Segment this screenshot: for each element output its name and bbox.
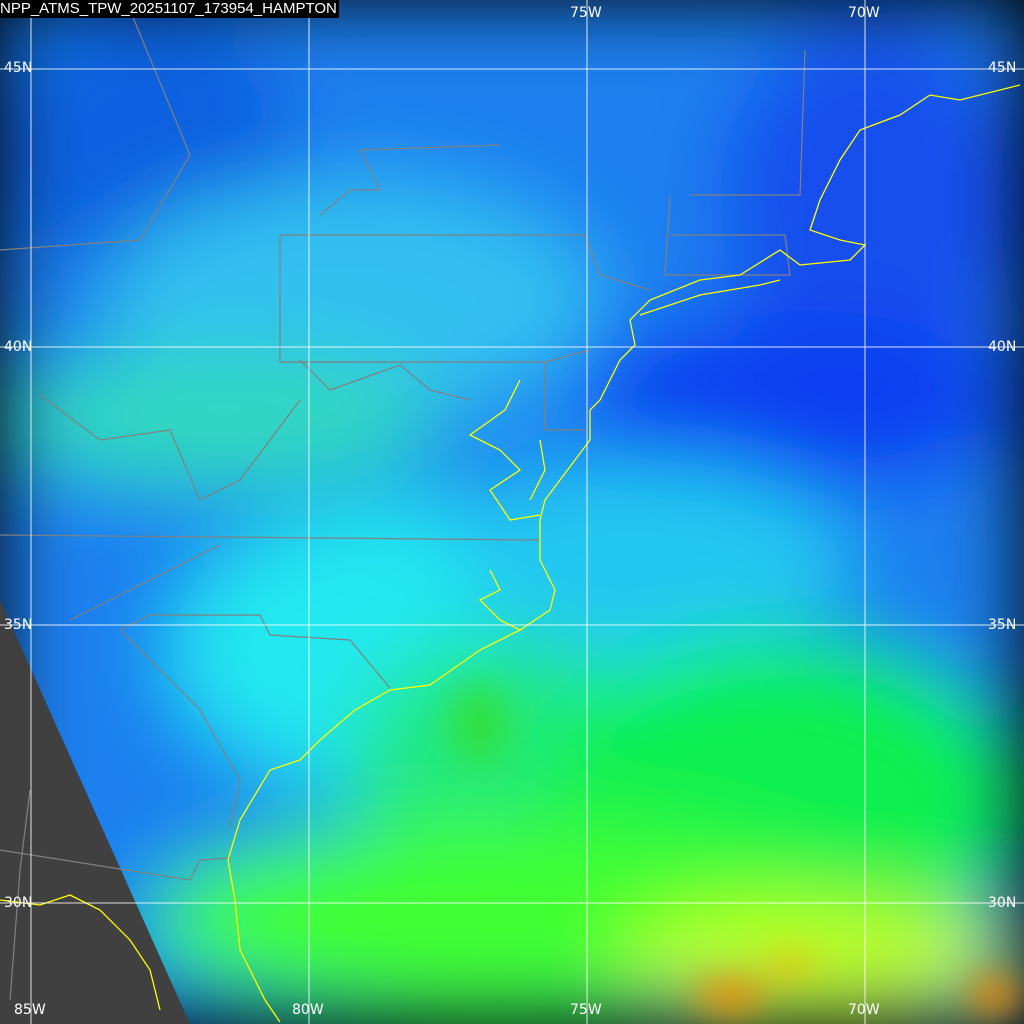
lat-label-right: 35N xyxy=(988,617,1017,633)
no-data-region xyxy=(0,600,190,1024)
lon-label-bottom: 75W xyxy=(570,1002,602,1018)
lon-label-top: 75W xyxy=(570,5,602,21)
lat-label-left: 35N xyxy=(4,617,33,633)
tpw-high-patch xyxy=(695,980,765,1010)
lat-label-right: 40N xyxy=(988,339,1017,355)
lon-label-bottom: 85W xyxy=(14,1002,46,1018)
lat-label-right: 30N xyxy=(988,895,1017,911)
tpw-maximum-patch xyxy=(450,685,510,765)
state-borders xyxy=(0,9,806,1001)
lat-label-right: 45N xyxy=(988,60,1017,76)
lon-label-top: 70W xyxy=(848,5,880,21)
lat-label-left: 30N xyxy=(4,895,33,911)
coastline xyxy=(0,84,1021,1023)
lon-label-bottom: 80W xyxy=(292,1002,324,1018)
lat-label-left: 40N xyxy=(4,339,33,355)
lon-label-bottom: 70W xyxy=(848,1002,880,1018)
tpw-high-patch xyxy=(970,977,1020,1013)
tpw-high-patch xyxy=(765,955,815,975)
image-title: NPP_ATMS_TPW_20251107_173954_HAMPTON xyxy=(0,0,339,18)
lat-label-left: 45N xyxy=(4,60,33,76)
